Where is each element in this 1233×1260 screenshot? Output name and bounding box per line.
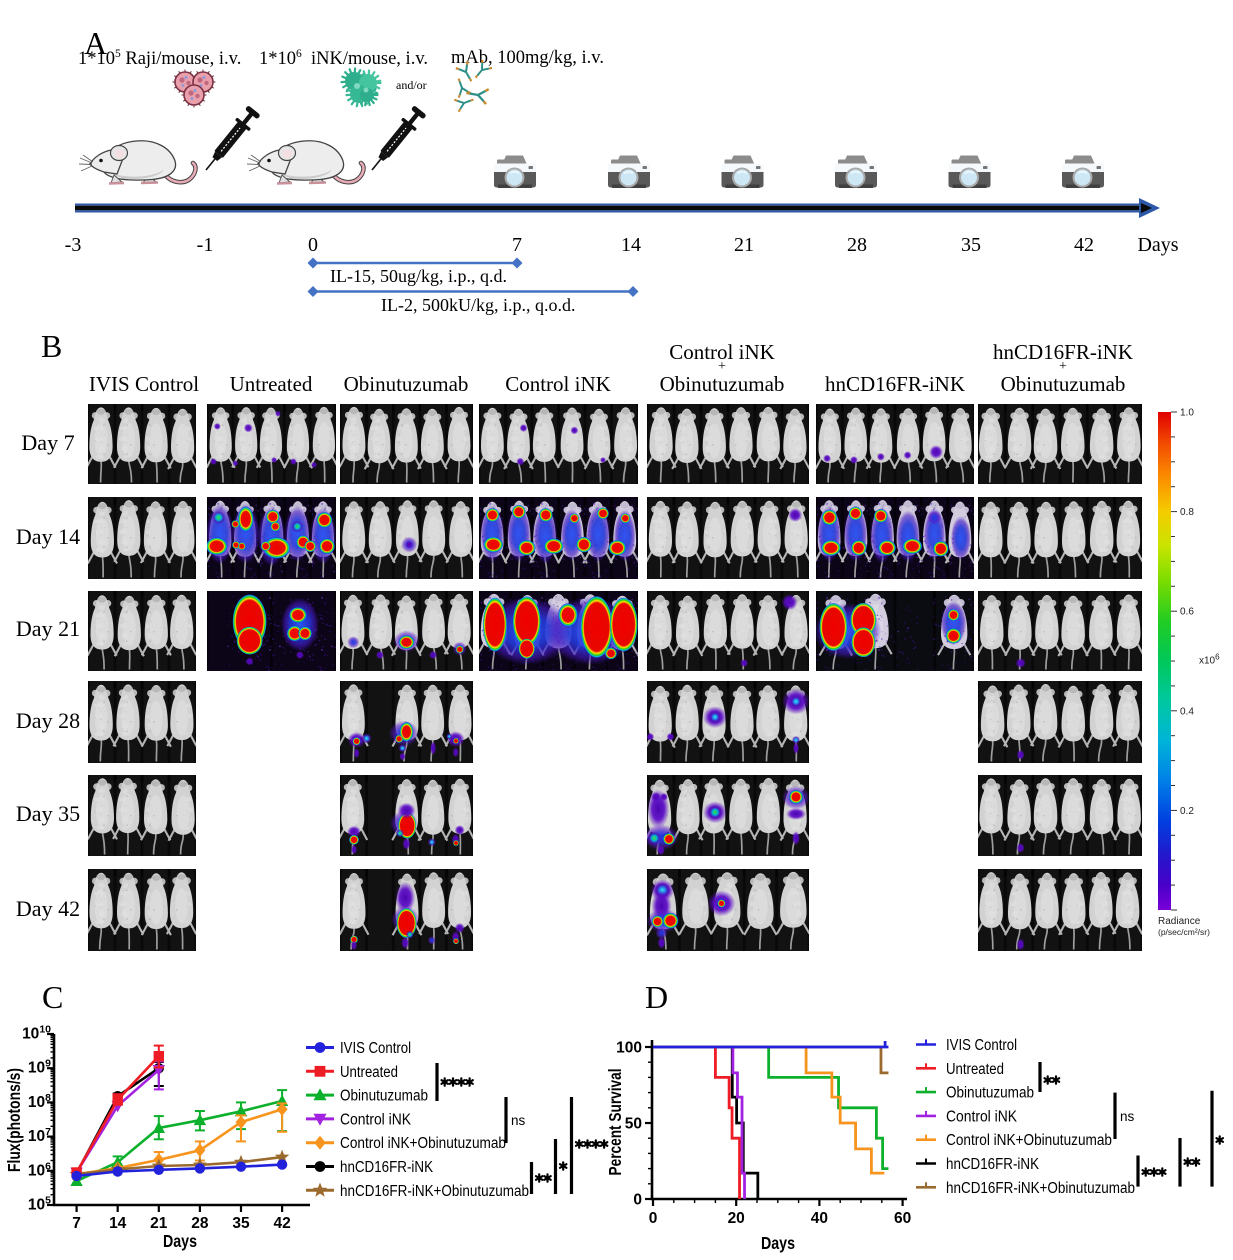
svg-text:50: 50 [625,1116,642,1133]
svg-text:100: 100 [616,1040,642,1057]
svg-text:0: 0 [649,1210,658,1227]
svg-text:106: 106 [28,1160,51,1179]
svg-text:Percent Survival: Percent Survival [605,1069,625,1176]
svg-text:40: 40 [811,1210,828,1227]
svg-text:Days: Days [163,1231,197,1251]
svg-text:1010: 1010 [22,1024,51,1043]
svg-text:Control iNK+Obinutuzumab: Control iNK+Obinutuzumab [340,1135,506,1152]
svg-text:35: 35 [232,1215,250,1232]
svg-text:0.8: 0.8 [1180,507,1194,518]
svg-text:21: 21 [150,1215,168,1232]
svg-text:Obinutuzumab: Obinutuzumab [340,1088,428,1105]
svg-text:14: 14 [109,1215,127,1232]
svg-text:ns: ns [1120,1109,1135,1124]
svg-text:Control iNK+Obinutuzumab: Control iNK+Obinutuzumab [946,1132,1112,1149]
svg-text:ns: ns [511,1113,526,1128]
svg-text:Untreated: Untreated [946,1061,1004,1078]
svg-text:Obinutuzumab: Obinutuzumab [946,1085,1034,1102]
svg-text:7: 7 [72,1215,81,1232]
svg-text:28: 28 [191,1215,209,1232]
svg-text:1.0: 1.0 [1180,408,1194,419]
svg-text:Days: Days [761,1233,795,1253]
svg-text:108: 108 [28,1092,51,1111]
svg-text:IVIS Control: IVIS Control [946,1037,1017,1054]
svg-text:20: 20 [728,1210,745,1227]
svg-text:0.4: 0.4 [1180,706,1194,717]
svg-text:105: 105 [28,1195,51,1214]
svg-text:Untreated: Untreated [340,1064,398,1081]
svg-text:0: 0 [633,1192,642,1209]
svg-text:109: 109 [28,1058,51,1077]
svg-text:Flux(photons/s): Flux(photons/s) [4,1068,24,1172]
svg-text:hnCD16FR-iNK: hnCD16FR-iNK [340,1159,434,1176]
svg-text:107: 107 [28,1126,51,1145]
svg-text:x106: x106 [1199,653,1220,667]
svg-text:Control iNK: Control iNK [340,1111,412,1128]
svg-text:0.6: 0.6 [1180,607,1194,618]
svg-text:hnCD16FR-iNK+Obinutuzumab: hnCD16FR-iNK+Obinutuzumab [946,1180,1135,1197]
svg-text:hnCD16FR-iNK: hnCD16FR-iNK [946,1156,1040,1173]
svg-text:42: 42 [273,1215,290,1232]
svg-text:IVIS Control: IVIS Control [340,1040,411,1057]
svg-text:hnCD16FR-iNK+Obinutuzumab: hnCD16FR-iNK+Obinutuzumab [340,1183,529,1200]
svg-text:Control iNK: Control iNK [946,1108,1018,1125]
svg-text:0.2: 0.2 [1180,806,1194,817]
svg-text:(p/sec/cm²/sr): (p/sec/cm²/sr) [1158,927,1210,937]
svg-text:60: 60 [894,1210,911,1227]
svg-text:Radiance: Radiance [1158,916,1201,927]
